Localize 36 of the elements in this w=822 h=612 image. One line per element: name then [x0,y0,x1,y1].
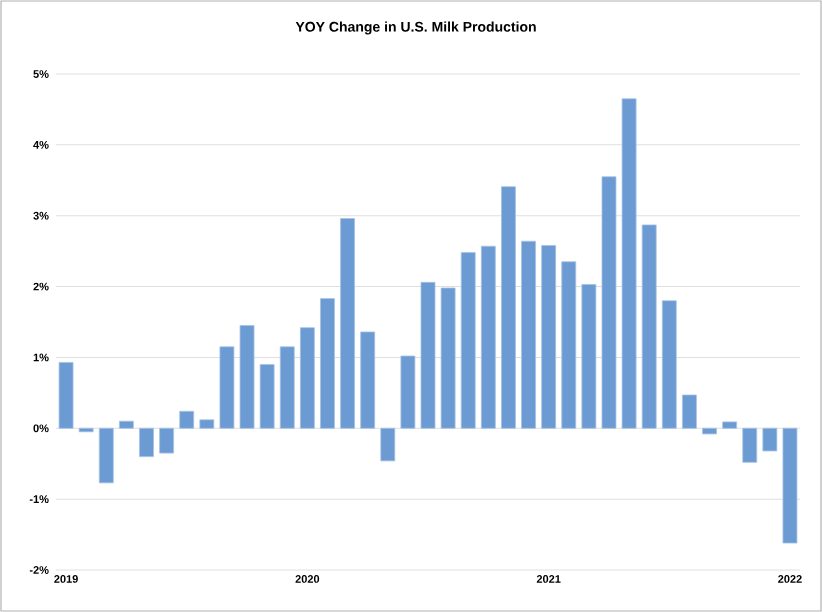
bar [621,98,637,429]
bar [340,218,355,429]
bar [118,420,134,429]
bar [561,261,577,429]
bar [239,325,255,429]
bar [641,224,657,429]
bar [58,361,74,429]
bar [400,355,416,429]
bar [299,327,315,429]
bar [581,284,597,429]
bar [762,427,778,452]
bar [702,427,717,435]
bar [661,300,677,429]
bar [722,421,738,429]
bar [521,240,536,429]
bar [682,394,697,429]
bar [440,287,456,429]
bar [98,427,114,484]
bar [480,245,496,429]
bar [179,410,195,429]
bar [460,252,476,429]
bar [139,427,154,458]
bar [601,176,617,429]
bar [159,427,174,454]
bar [259,364,275,429]
bar [320,298,335,429]
bar [380,427,396,462]
bar [501,186,516,429]
bar [199,419,215,429]
bar [420,281,436,429]
bar [279,346,295,429]
bar [782,427,798,544]
bar [541,245,557,429]
bar [360,331,376,429]
bar [742,427,758,463]
bar [219,346,235,429]
